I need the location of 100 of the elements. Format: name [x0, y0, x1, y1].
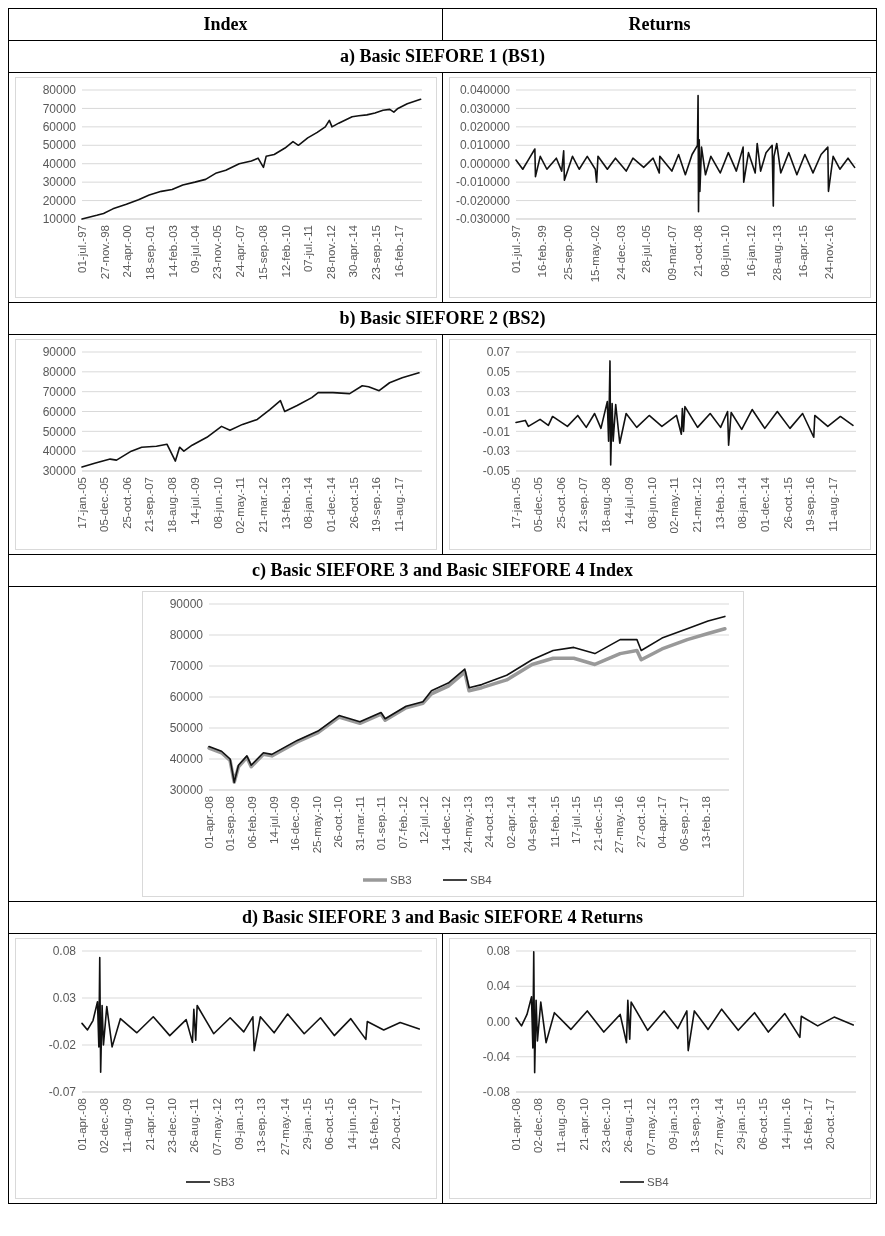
- y-tick-label: 50000: [169, 721, 203, 736]
- y-tick-label: 50000: [42, 424, 76, 439]
- x-tick-label: 25-may.-10: [310, 796, 323, 854]
- x-tick-label: 17-jan.-05: [509, 477, 522, 529]
- x-tick-label: 16-feb.-17: [392, 225, 405, 278]
- x-tick-label: 21-apr.-10: [577, 1098, 590, 1151]
- x-tick-label: 13-sep.-13: [688, 1098, 701, 1153]
- x-tick-label: 26-aug.-11: [621, 1098, 634, 1153]
- x-tick-label: 01-jul.-97: [509, 225, 522, 273]
- x-tick-label: 16-jan.-12: [744, 225, 757, 277]
- x-tick-label: 15-sep.-08: [256, 225, 269, 280]
- x-tick-label: 09-jan.-13: [666, 1098, 679, 1150]
- x-tick-label: 13-feb.-13: [279, 477, 292, 530]
- x-tick-label: 01-sep.-11: [374, 796, 387, 851]
- x-tick-label: 06-oct.-15: [322, 1098, 335, 1150]
- x-tick-label: 02-dec.-08: [531, 1098, 544, 1153]
- x-tick-label: 26-oct.-15: [781, 477, 793, 529]
- x-tick-label: 12-feb.-10: [279, 225, 292, 278]
- x-tick-label: 14-jul.-09: [188, 477, 201, 525]
- x-tick-label: 28-nov.-12: [324, 225, 337, 280]
- x-tick-label: 16-apr.-15: [796, 225, 809, 278]
- y-tick-label: 20000: [42, 193, 76, 208]
- x-tick-label: 26-oct.-10: [331, 796, 344, 848]
- y-tick-label: 0.03: [486, 384, 510, 399]
- x-tick-label: 24-oct.-13: [482, 796, 495, 848]
- line-series: [80, 98, 421, 220]
- y-tick-label: 0.05: [486, 365, 510, 380]
- x-tick-label: 11-aug.-17: [392, 477, 405, 532]
- x-tick-label: 01-apr.-08: [75, 1098, 88, 1151]
- x-tick-label: 11-aug.-09: [120, 1098, 133, 1153]
- x-tick-label: 24-nov.-16: [822, 225, 835, 280]
- x-tick-label: 01-sep.-08: [223, 796, 236, 851]
- x-tick-label: 12-jul.-12: [417, 796, 430, 844]
- x-tick-label: 08-jan.-14: [735, 476, 748, 529]
- y-tick-label: 0.030000: [459, 101, 510, 116]
- x-tick-label: 25-sep.-00: [561, 225, 574, 280]
- x-tick-label: 18-aug.-08: [599, 477, 612, 533]
- x-tick-label: 16-feb.-17: [801, 1098, 814, 1151]
- text: Index: [8, 8, 443, 41]
- x-tick-label: 27-may.-16: [612, 796, 625, 854]
- y-tick-label: 0.01: [486, 404, 510, 419]
- y-tick-label: -0.030000: [455, 212, 510, 227]
- x-tick-label: 14-jul.-09: [622, 477, 635, 525]
- y-tick-label: 0.04: [486, 979, 510, 994]
- y-tick-label: 60000: [169, 690, 203, 705]
- legend-label: SB4: [646, 1176, 669, 1189]
- chart-title: d) Basic SIEFORE 3 and Basic SIEFORE 4 Returns: [8, 901, 877, 934]
- x-tick-label: 08-jun.-10: [211, 477, 224, 529]
- y-tick-label: 70000: [42, 101, 76, 116]
- legend-label: SB4: [469, 874, 492, 887]
- x-tick-label: 14-dec.-12: [439, 796, 452, 851]
- x-tick-label: 11-aug.-09: [554, 1098, 567, 1153]
- x-tick-label: 13-feb.-13: [713, 477, 726, 530]
- x-tick-label: 21-sep.-07: [576, 477, 589, 532]
- y-tick-label: 40000: [169, 752, 203, 767]
- x-tick-label: 23-dec.-10: [165, 1098, 178, 1153]
- x-tick-label: 07-may.-12: [210, 1098, 223, 1156]
- x-tick-label: 21-mar.-12: [256, 477, 269, 533]
- y-tick-label: 30000: [169, 783, 203, 798]
- y-tick-label: 0.08: [52, 944, 76, 959]
- y-tick-label: 0.000000: [459, 156, 510, 171]
- x-tick-label: 08-jan.-14: [301, 476, 314, 529]
- x-tick-label: 24-dec.-03: [614, 225, 627, 280]
- x-tick-label: 11-aug.-17: [826, 477, 839, 532]
- x-tick-label: 21-mar.-12: [690, 477, 703, 533]
- line-series: [514, 951, 854, 1074]
- x-tick-label: 02-apr.-14: [504, 795, 517, 849]
- x-tick-label: 30-apr.-14: [346, 224, 359, 278]
- x-tick-label: 13-sep.-13: [254, 1098, 267, 1153]
- x-tick-label: 02-dec.-08: [97, 1098, 110, 1153]
- x-tick-label: 02-may.-11: [233, 477, 246, 534]
- x-tick-label: 27-may.-14: [712, 1097, 725, 1156]
- x-tick-label: 09-mar.-07: [665, 225, 678, 281]
- chart-title: b) Basic SIEFORE 2 (BS2): [8, 302, 877, 335]
- x-tick-label: 07-jul.-11: [301, 225, 314, 273]
- y-tick-label: -0.010000: [455, 175, 510, 190]
- x-tick-label: 13-feb.-18: [699, 796, 712, 849]
- x-tick-label: 14-jun.-16: [779, 1098, 792, 1150]
- x-tick-label: 08-jun.-10: [645, 477, 658, 529]
- x-tick-label: 14-jun.-16: [345, 1098, 358, 1150]
- x-tick-label: 01-dec.-14: [758, 476, 771, 532]
- y-tick-label: 0.010000: [459, 138, 510, 153]
- line-series: [514, 94, 855, 213]
- y-tick-label: 70000: [169, 659, 203, 674]
- x-tick-label: 06-feb.-09: [245, 796, 258, 849]
- x-tick-label: 21-oct.-08: [691, 225, 704, 277]
- x-tick-label: 18-aug.-08: [165, 477, 178, 533]
- y-tick-label: 80000: [42, 365, 76, 380]
- x-tick-label: 24-may.-13: [461, 796, 474, 854]
- y-tick-label: 10000: [42, 212, 76, 227]
- legend-label: SB3: [212, 1176, 235, 1189]
- x-tick-label: 27-oct.-16: [634, 796, 647, 848]
- x-tick-label: 23-dec.-10: [599, 1098, 612, 1153]
- x-tick-label: 29-jan.-15: [734, 1098, 747, 1150]
- y-tick-label: 60000: [42, 404, 76, 419]
- y-tick-label: 80000: [169, 628, 203, 643]
- x-tick-label: 01-apr.-08: [202, 796, 215, 849]
- x-tick-label: 16-feb.-17: [367, 1098, 380, 1151]
- y-tick-label: -0.05: [482, 464, 510, 479]
- y-tick-label: -0.07: [48, 1085, 76, 1100]
